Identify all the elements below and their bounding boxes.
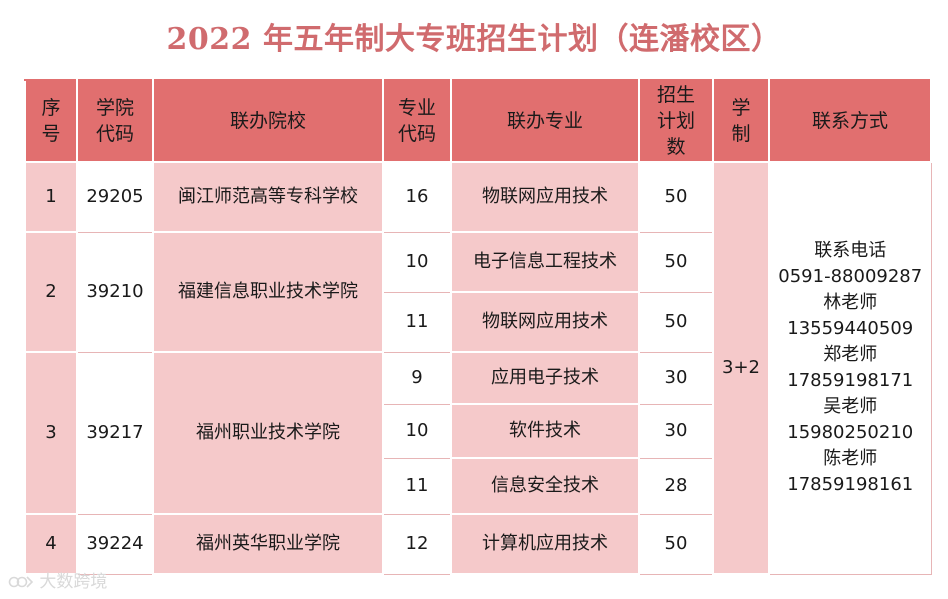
major-cell: 计算机应用技术 xyxy=(450,513,640,575)
header-school-code: 学院代码 xyxy=(76,79,154,163)
plan-cell: 30 xyxy=(638,351,714,405)
table-header-row: 序号 学院代码 联办院校 专业代码 联办专业 招生计划数 学制 联系方式 xyxy=(24,79,932,163)
seq-cell: 3 xyxy=(24,351,78,515)
contact-line: 吴老师 xyxy=(823,396,878,418)
header-system-label: 学制 xyxy=(731,97,751,145)
school-cell: 福建信息职业技术学院 xyxy=(152,231,384,353)
watermark-logo-icon xyxy=(8,573,34,591)
contact-cell: 联系电话 0591-88009287 林老师 13559440509 郑老师 1… xyxy=(768,161,932,575)
major-code-cell: 9 xyxy=(382,351,452,405)
major-cell: 软件技术 xyxy=(450,403,640,459)
major-code-cell: 10 xyxy=(382,231,452,293)
header-plan: 招生计划数 xyxy=(638,79,714,163)
major-cell: 物联网应用技术 xyxy=(450,161,640,233)
system-cell: 3+2 xyxy=(712,161,770,575)
plan-cell: 30 xyxy=(638,403,714,459)
contact-line: 陈老师 xyxy=(823,448,878,470)
major-code-cell: 11 xyxy=(382,457,452,515)
watermark-text: 大数跨境 xyxy=(39,572,108,592)
major-code-cell: 16 xyxy=(382,161,452,233)
table-row: 1 29205 闽江师范高等专科学校 16 物联网应用技术 50 3+2 联系电… xyxy=(24,161,932,575)
header-school-code-label: 学院代码 xyxy=(95,97,134,145)
plan-cell: 50 xyxy=(638,161,714,233)
header-school: 联办院校 xyxy=(152,79,384,163)
plan-cell: 50 xyxy=(638,231,714,293)
table-row: 4 39224 福州英华职业学院 12 计算机应用技术 50 xyxy=(24,513,931,575)
header-major-code: 专业代码 xyxy=(382,79,452,163)
header-seq: 序号 xyxy=(24,79,78,163)
school-cell: 福州英华职业学院 xyxy=(152,513,384,575)
school-cell: 闽江师范高等专科学校 xyxy=(152,161,384,233)
contact-line: 13559440509 xyxy=(787,318,914,340)
plan-cell: 28 xyxy=(638,457,714,515)
seq-cell: 1 xyxy=(24,161,78,233)
table-row: 3 39217 福州职业技术学院 9 应用电子技术 30 xyxy=(24,351,931,515)
seq-cell: 2 xyxy=(24,231,78,353)
header-contact: 联系方式 xyxy=(768,79,932,163)
table-row: 11 信息安全技术 28 xyxy=(25,457,931,515)
school-code-cell: 29205 xyxy=(76,161,154,233)
contact-line: 17859198171 xyxy=(787,370,914,392)
school-code-cell: 39210 xyxy=(76,231,154,353)
major-code-cell: 12 xyxy=(382,513,452,575)
seq-cell: 4 xyxy=(24,513,78,575)
header-system: 学制 xyxy=(712,79,770,163)
watermark: 大数跨境 xyxy=(8,567,107,592)
major-code-cell: 10 xyxy=(382,403,452,459)
enrollment-plan-table: 序号 学院代码 联办院校 专业代码 联办专业 招生计划数 学制 联系方式 1 2… xyxy=(24,79,932,575)
header-school-label: 联办院校 xyxy=(229,110,306,132)
contact-line: 林老师 xyxy=(823,292,878,314)
school-code-cell: 39217 xyxy=(76,351,154,515)
header-major: 联办专业 xyxy=(450,79,640,163)
contact-line: 0591-88009287 xyxy=(778,266,923,288)
header-seq-label: 序号 xyxy=(41,97,61,145)
table-row: 2 39210 福建信息职业技术学院 10 电子信息工程技术 50 xyxy=(24,231,931,353)
major-cell: 物联网应用技术 xyxy=(450,291,640,353)
header-major-code-label: 专业代码 xyxy=(397,97,436,145)
header-plan-label: 招生计划数 xyxy=(656,84,695,158)
school-cell: 福州职业技术学院 xyxy=(152,351,384,515)
major-code-cell: 11 xyxy=(382,291,452,353)
plan-cell: 50 xyxy=(638,291,714,353)
contact-line: 联系电话 xyxy=(814,240,887,262)
contact-line: 15980250210 xyxy=(787,422,914,444)
plan-cell: 50 xyxy=(638,513,714,575)
school-code-cell: 39224 xyxy=(76,513,154,575)
major-cell: 电子信息工程技术 xyxy=(450,231,640,293)
major-cell: 信息安全技术 xyxy=(450,457,640,515)
contact-line: 17859198161 xyxy=(787,474,914,496)
contact-line: 郑老师 xyxy=(823,344,878,366)
header-major-label: 联办专业 xyxy=(506,110,583,132)
table-row: 10 软件技术 30 xyxy=(25,403,931,459)
header-contact-label: 联系方式 xyxy=(811,110,888,132)
major-cell: 应用电子技术 xyxy=(450,351,640,405)
page-title: 2022 年五年制大专班招生计划（连潘校区） xyxy=(166,22,782,57)
